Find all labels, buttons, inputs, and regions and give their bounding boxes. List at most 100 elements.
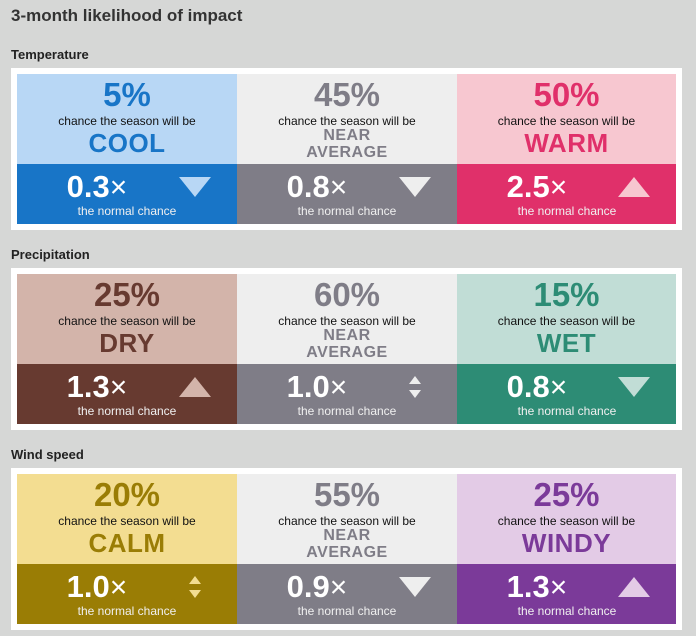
card-top: 5% chance the season will be COOL: [17, 74, 237, 164]
ratio-number: 1.0: [286, 369, 330, 404]
category-line1: CALM: [88, 528, 166, 558]
card-top: 50% chance the season will be WARM: [457, 74, 676, 164]
card-top: 25% chance the season will be WINDY: [457, 474, 676, 564]
card-bottom: 1.3× the normal chance: [17, 364, 237, 424]
chance-text: chance the season will be: [497, 314, 636, 328]
card-bottom: 2.5× the normal chance: [457, 164, 676, 224]
card-bottom: 0.9× the normal chance: [237, 564, 457, 624]
category-label: COOL: [17, 128, 237, 158]
times-sign: ×: [549, 171, 568, 204]
percent-value: 25%: [93, 276, 161, 313]
category-line1: NEAR: [323, 127, 371, 144]
times-sign: ×: [109, 571, 128, 604]
category-line2: AVERAGE: [306, 144, 388, 161]
card-wet: 15% chance the season will be WET 0.8× the n…: [457, 274, 676, 424]
arrow-updown-icon: [398, 374, 432, 400]
category-line1: WET: [536, 328, 597, 358]
ratio-number: 1.3: [506, 569, 550, 604]
card-bottom: 0.8× the normal chance: [237, 164, 457, 224]
category-line1: NEAR: [323, 527, 371, 544]
arrow-down-icon: [178, 176, 212, 198]
category-label: NEAR AVERAGE: [237, 527, 457, 561]
percent-value: 60%: [313, 276, 381, 313]
normal-chance-text: the normal chance: [517, 204, 617, 218]
times-sign: ×: [549, 371, 568, 404]
normal-chance-text: the normal chance: [297, 404, 397, 418]
category-label: NEAR AVERAGE: [237, 127, 457, 161]
percent-value: 5%: [103, 76, 151, 113]
category-line1: DRY: [99, 328, 155, 358]
precipitation-panel: 25% chance the season will be DRY 1.3× the n…: [11, 268, 682, 430]
percent-value: 20%: [93, 476, 161, 513]
times-sign: ×: [329, 171, 348, 204]
card-calm: 20% chance the season will be CALM 1.0× the …: [17, 474, 237, 624]
card-windy: 25% chance the season will be WINDY 1.3× the…: [457, 474, 676, 624]
card-near-average: 60% chance the season will be NEAR AVERAGE 1…: [237, 274, 457, 424]
card-near-average: 45% chance the season will be NEAR AVERAGE 0…: [237, 74, 457, 224]
percent-value: 15%: [533, 276, 600, 313]
chance-text: chance the season will be: [58, 114, 196, 128]
normal-chance-text: the normal chance: [517, 404, 617, 418]
ratio-value: 1.3×: [17, 370, 177, 405]
percent-value: 50%: [533, 76, 600, 113]
chance-text: chance the season will be: [278, 514, 416, 528]
normal-chance-text: the normal chance: [77, 204, 177, 218]
ratio-number: 0.9: [286, 569, 330, 604]
ratio-value: 1.0×: [17, 570, 177, 605]
times-sign: ×: [109, 371, 128, 404]
card-near-average: 55% chance the season will be NEAR AVERAGE 0…: [237, 474, 457, 624]
card-top: 15% chance the season will be WET: [457, 274, 676, 364]
ratio-number: 1.3: [66, 369, 110, 404]
category-line2: AVERAGE: [306, 344, 388, 361]
normal-chance-text: the normal chance: [297, 204, 397, 218]
chance-text: chance the season will be: [497, 114, 636, 128]
times-sign: ×: [329, 571, 348, 604]
ratio-number: 0.3: [66, 169, 110, 204]
arrow-down-icon: [398, 176, 432, 198]
card-top: 55% chance the season will be NEAR AVERAGE: [237, 474, 457, 564]
normal-chance-text: the normal chance: [517, 604, 617, 618]
category-label: WINDY: [457, 528, 676, 558]
ratio-value: 0.8×: [457, 370, 617, 405]
chance-text: chance the season will be: [497, 514, 636, 528]
ratio-number: 1.0: [66, 569, 110, 604]
chance-text: chance the season will be: [58, 314, 196, 328]
ratio-value: 0.8×: [237, 170, 397, 205]
card-bottom: 0.8× the normal chance: [457, 364, 676, 424]
chance-text: chance the season will be: [58, 514, 196, 528]
arrow-updown-icon: [178, 574, 212, 600]
card-top: 25% chance the season will be DRY: [17, 274, 237, 364]
section-title-temperature: Temperature: [11, 47, 89, 62]
card-cool: 5% chance the season will be COOL 0.3× the n…: [17, 74, 237, 224]
times-sign: ×: [549, 571, 568, 604]
category-label: CALM: [17, 528, 237, 558]
category-line1: WINDY: [521, 528, 612, 558]
category-line1: WARM: [524, 128, 609, 158]
card-top: 45% chance the season will be NEAR AVERAGE: [237, 74, 457, 164]
ratio-number: 0.8: [506, 369, 550, 404]
arrow-down-icon: [617, 376, 651, 398]
ratio-number: 2.5: [506, 169, 550, 204]
chance-text: chance the season will be: [278, 114, 416, 128]
arrow-down-icon: [398, 576, 432, 598]
section-title-precipitation: Precipitation: [11, 247, 90, 262]
category-line1: NEAR: [323, 327, 371, 344]
card-bottom: 1.0× the normal chance: [17, 564, 237, 624]
section-title-wind-speed: Wind speed: [11, 447, 84, 462]
arrow-up-icon: [178, 376, 212, 398]
card-bottom: 1.0× the normal chance: [237, 364, 457, 424]
ratio-value: 0.3×: [17, 170, 177, 205]
percent-value: 45%: [313, 76, 381, 113]
normal-chance-text: the normal chance: [77, 604, 177, 618]
temperature-panel: 5% chance the season will be COOL 0.3× the n…: [11, 68, 682, 230]
ratio-value: 2.5×: [457, 170, 617, 205]
card-warm: 50% chance the season will be WARM 2.5× the …: [457, 74, 676, 224]
arrow-up-icon: [617, 576, 651, 598]
percent-value: 25%: [533, 476, 600, 513]
card-top: 20% chance the season will be CALM: [17, 474, 237, 564]
ratio-value: 0.9×: [237, 570, 397, 605]
card-bottom: 1.3× the normal chance: [457, 564, 676, 624]
times-sign: ×: [329, 371, 348, 404]
wind-speed-panel: 20% chance the season will be CALM 1.0× the …: [11, 468, 682, 630]
category-line1: COOL: [88, 128, 166, 158]
